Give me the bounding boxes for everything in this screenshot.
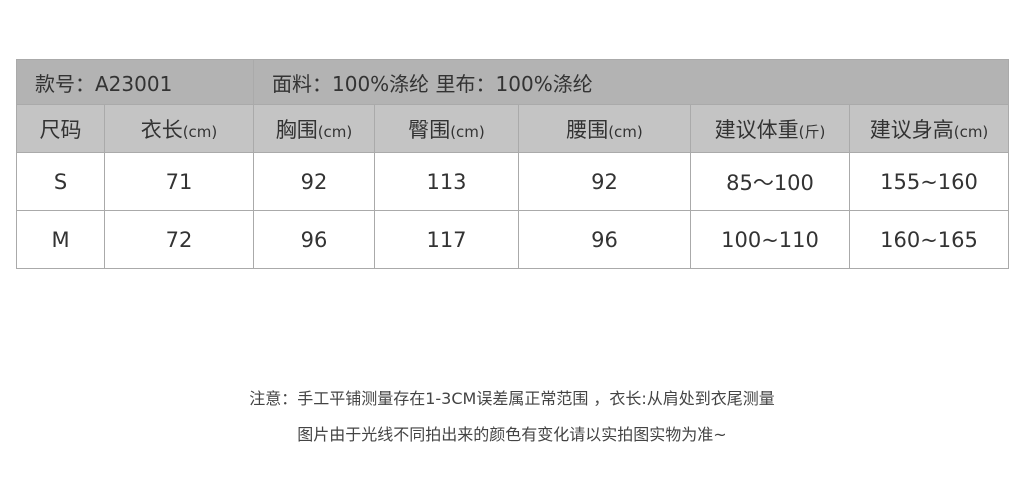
cell: 71	[104, 152, 254, 211]
column-header: 尺码	[16, 104, 105, 153]
column-header: 臀围(cm)	[374, 104, 519, 153]
fabric-info: 面料：100%涤纶 里布：100%涤纶	[252, 59, 1010, 105]
cell: 100~110	[690, 210, 850, 269]
cell: 92	[518, 152, 691, 211]
cell: 85～100	[690, 152, 850, 211]
size-chart-table: 款号：A23001 面料：100%涤纶 里布：100%涤纶 尺码 衣长(cm) …	[16, 59, 1010, 269]
cell: 92	[253, 152, 375, 211]
cell: 96	[518, 210, 691, 269]
column-header: 胸围(cm)	[253, 104, 375, 153]
note-color: 图片由于光线不同拍出来的颜色有变化请以实拍图实物为准~	[297, 425, 727, 444]
style-number: 款号：A23001	[16, 59, 254, 105]
note-measurement: 注意：手工平铺测量存在1-3CM误差属正常范围 ，衣长:从肩处到衣尾测量	[249, 389, 775, 408]
column-header: 建议身高(cm)	[848, 104, 1010, 153]
column-header: 衣长(cm)	[104, 104, 254, 153]
cell: 160~165	[848, 210, 1010, 269]
cell: 155~160	[848, 152, 1010, 211]
cell: 96	[253, 210, 375, 269]
table-row: S 71 92 113 92 85～100 155~160	[16, 152, 1010, 211]
cell: 72	[104, 210, 254, 269]
table-row: M 72 96 117 96 100~110 160~165	[16, 210, 1010, 269]
cell: 113	[374, 152, 519, 211]
cell: M	[16, 210, 105, 269]
title-row: 款号：A23001 面料：100%涤纶 里布：100%涤纶	[16, 59, 1010, 105]
column-header: 腰围(cm)	[518, 104, 691, 153]
cell: S	[16, 152, 105, 211]
header-row: 尺码 衣长(cm) 胸围(cm) 臀围(cm) 腰围(cm) 建议体重(斤) 建…	[16, 104, 1010, 153]
column-header: 建议体重(斤)	[690, 104, 850, 153]
cell: 117	[374, 210, 519, 269]
